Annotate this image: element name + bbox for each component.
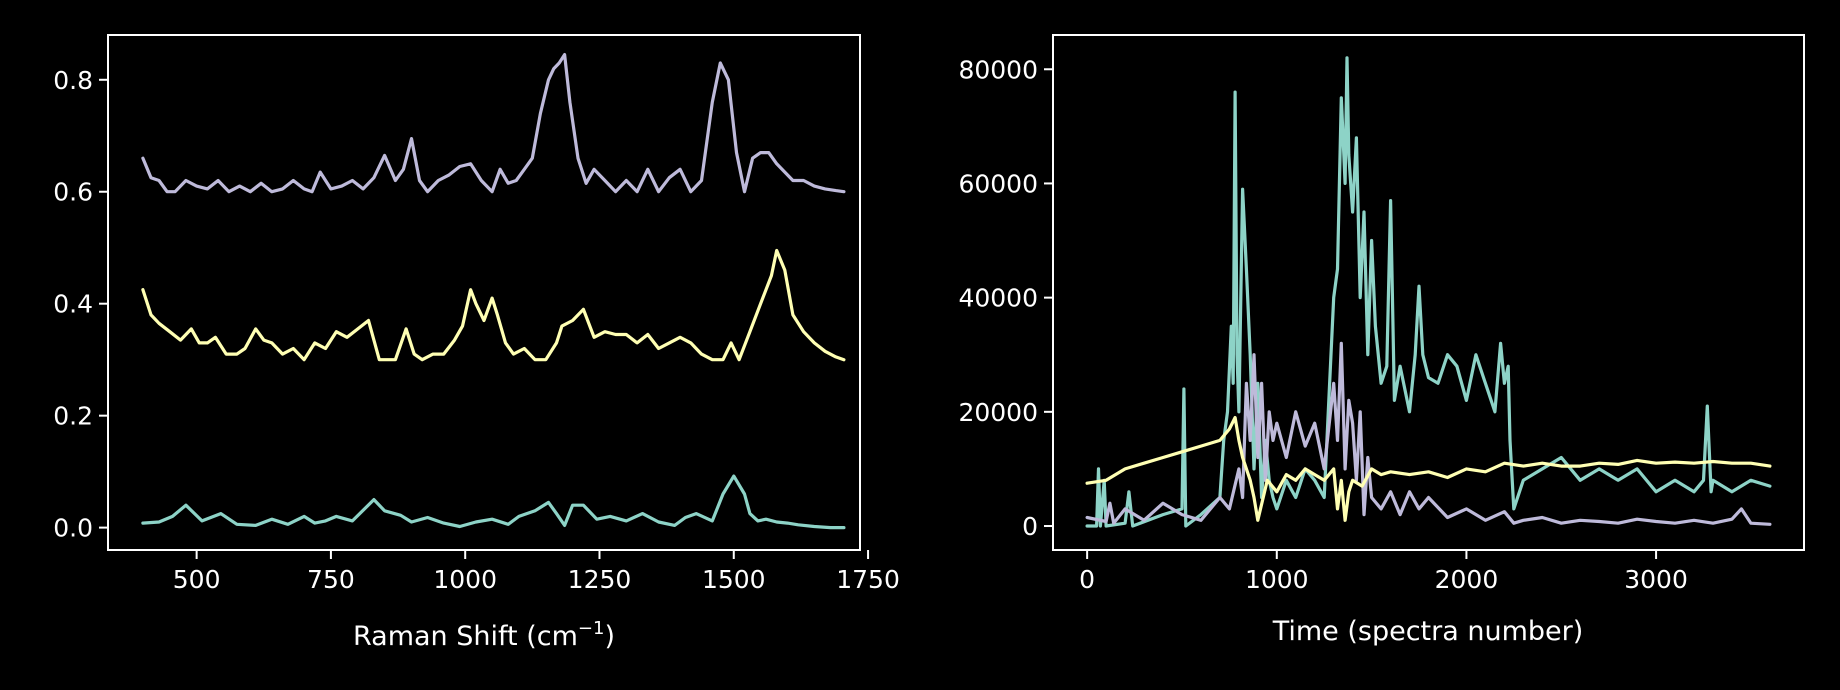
timeseries-y-tick-label: 40000 xyxy=(958,284,1038,313)
timeseries-x-tick-label: 3000 xyxy=(1624,565,1688,594)
timeseries-x-tick-label: 1000 xyxy=(1245,565,1309,594)
spectra-y-tick-label: 0.4 xyxy=(53,290,93,319)
spectra-x-tick-label: 1750 xyxy=(836,565,900,594)
timeseries-x-tick-label: 0 xyxy=(1079,565,1095,594)
timeseries-x-ticks: 0 1000 2000 3000 xyxy=(1079,550,1688,594)
spectra-series-line-3 xyxy=(141,53,846,194)
timeseries-x-tick-label: 2000 xyxy=(1435,565,1499,594)
spectra-y-tick-label: 0.6 xyxy=(53,178,93,207)
timeseries-x-axis-label: Time (spectra number) xyxy=(1272,616,1584,647)
spectra-x-tick-label: 1250 xyxy=(568,565,632,594)
timeseries-series-line-3 xyxy=(1085,415,1772,522)
spectra-x-tick-label: 1000 xyxy=(433,565,497,594)
spectra-x-tick-label: 1500 xyxy=(702,565,766,594)
spectra-y-tick-label: 0.8 xyxy=(53,66,93,95)
timeseries-y-tick-label: 20000 xyxy=(958,398,1038,427)
timeseries-y-tick-label: 60000 xyxy=(958,169,1038,198)
spectra-plot-frame xyxy=(107,34,861,551)
spectra-y-tick-label: 0.0 xyxy=(53,514,93,543)
spectra-x-ticks: 500 750 1000 1250 1500 1750 xyxy=(173,550,900,594)
timeseries-series-layer xyxy=(1085,56,1772,528)
spectra-x-tick-label: 750 xyxy=(307,565,355,594)
spectra-x-tick-label: 500 xyxy=(173,565,221,594)
timeseries-y-tick-label: 0 xyxy=(1022,512,1038,541)
timeseries-plot-frame xyxy=(1052,34,1805,551)
timeseries-series-line-2 xyxy=(1085,341,1772,526)
spectra-y-ticks: 0.0 0.2 0.4 0.6 0.8 xyxy=(53,66,108,543)
spectra-chart: 500 750 1000 1250 1500 1750 0.0 0.2 0.4 0.6 0.8 R… xyxy=(53,34,900,652)
timeseries-y-tick-label: 80000 xyxy=(958,55,1038,84)
spectra-series-line-1 xyxy=(141,474,846,530)
timeseries-y-ticks: 0 20000 40000 60000 80000 xyxy=(958,55,1053,541)
spectra-y-tick-label: 0.2 xyxy=(53,402,93,431)
spectra-series-line-2 xyxy=(141,248,846,362)
spectra-series-layer xyxy=(141,53,846,530)
timeseries-chart: 0 1000 2000 3000 0 20000 40000 60000 80000 Time… xyxy=(958,34,1805,647)
spectra-x-axis-label: Raman Shift (cm−1) xyxy=(353,618,615,652)
